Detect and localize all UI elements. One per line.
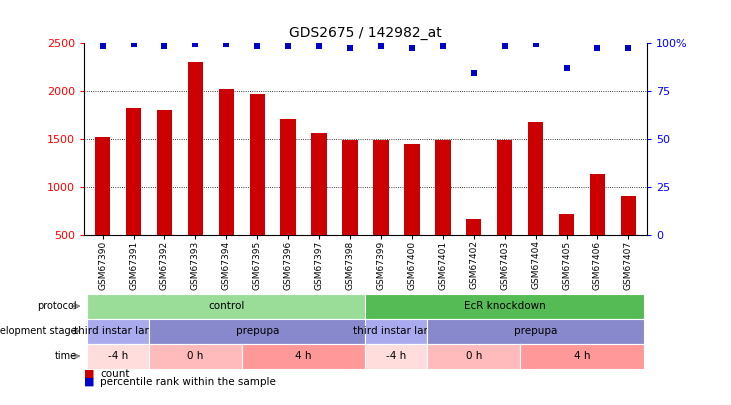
Bar — [281, 119, 296, 235]
Text: 0 h: 0 h — [466, 351, 482, 361]
Title: GDS2675 / 142982_at: GDS2675 / 142982_at — [289, 26, 442, 40]
Bar — [435, 140, 450, 235]
Text: 4 h: 4 h — [574, 351, 590, 361]
Bar — [497, 140, 512, 235]
Text: prepupa: prepupa — [514, 326, 557, 336]
Bar — [590, 174, 605, 235]
Bar — [249, 94, 265, 235]
Text: count: count — [100, 369, 129, 379]
Bar — [95, 137, 110, 235]
Bar — [342, 140, 357, 235]
Text: 0 h: 0 h — [187, 351, 204, 361]
Text: third instar larva: third instar larva — [353, 326, 440, 336]
Bar — [126, 108, 141, 235]
Bar — [219, 89, 234, 235]
Bar — [311, 133, 327, 235]
Text: ■: ■ — [84, 377, 94, 387]
Text: EcR knockdown: EcR knockdown — [463, 301, 545, 311]
Bar — [374, 140, 389, 235]
Text: control: control — [208, 301, 244, 311]
Text: development stage: development stage — [0, 326, 77, 336]
Text: percentile rank within the sample: percentile rank within the sample — [100, 377, 276, 387]
Bar — [404, 145, 420, 235]
Bar — [528, 122, 543, 235]
Text: -4 h: -4 h — [108, 351, 128, 361]
Text: ■: ■ — [84, 369, 94, 379]
Text: protocol: protocol — [37, 301, 77, 311]
Bar — [156, 110, 173, 235]
Bar — [558, 214, 575, 235]
Text: 4 h: 4 h — [295, 351, 312, 361]
Text: -4 h: -4 h — [386, 351, 406, 361]
Bar — [188, 62, 203, 235]
Text: third instar larva: third instar larva — [75, 326, 162, 336]
Bar — [466, 219, 482, 235]
Text: prepupa: prepupa — [235, 326, 279, 336]
Text: time: time — [55, 351, 77, 361]
Bar — [621, 196, 636, 235]
